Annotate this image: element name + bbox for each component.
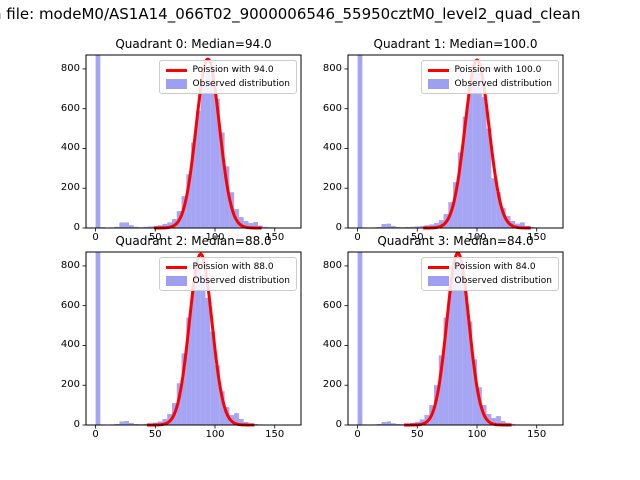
y-tick-label: 800	[60, 62, 80, 74]
legend-curve-row: Poission with 100.0	[427, 65, 552, 75]
plot-area-quadrant-0	[82, 54, 302, 232]
x-tick-label: 100	[205, 429, 225, 440]
legend-quadrant-0: Poission with 94.0 Observed distribution	[158, 60, 297, 94]
x-tick-label: 150	[265, 429, 285, 440]
legend-curve-line-icon	[165, 68, 187, 72]
legend-curve-label: Poission with 100.0	[454, 65, 542, 75]
legend-hist-label: Observed distribution	[192, 79, 290, 89]
legend-hist-label: Observed distribution	[454, 276, 552, 286]
legend-curve-line-icon	[427, 265, 449, 269]
y-tick-label: 0	[335, 222, 342, 233]
legend-hist-row: Observed distribution	[165, 276, 290, 286]
x-tick-label: 100	[467, 429, 487, 440]
legend-curve-row: Poission with 94.0	[165, 65, 290, 75]
legend-curve-line-icon	[427, 68, 449, 72]
x-tick-label: 50	[148, 232, 162, 243]
x-tick-label: 0	[92, 232, 99, 243]
y-tick-label: 400	[60, 142, 80, 154]
subplot-title-quadrant-1: Quadrant 1: Median=100.0	[373, 37, 538, 51]
legend-hist-patch-icon	[165, 79, 187, 89]
y-tick-label: 0	[335, 419, 342, 430]
legend-hist-patch-icon	[165, 276, 187, 286]
subplot-quadrant-2: Quadrant 2: Median=88.0 Poission with 88…	[61, 234, 302, 440]
y-tick-label: 400	[322, 142, 342, 154]
legend-curve-line-icon	[165, 265, 187, 269]
x-tick-label: 0	[354, 429, 361, 440]
plot-area-quadrant-1	[344, 54, 564, 232]
legend-hist-label: Observed distribution	[454, 79, 552, 89]
y-tick-label: 200	[60, 379, 80, 391]
x-tick-label: 50	[148, 429, 162, 440]
legend-hist-patch-icon	[427, 79, 449, 89]
subplot-quadrant-3: Quadrant 3: Median=84.0 Poission with 84…	[323, 234, 564, 440]
y-tick-label: 0	[73, 419, 80, 430]
legend-hist-label: Observed distribution	[192, 276, 290, 286]
y-tick-label: 600	[322, 299, 342, 311]
legend-hist-row: Observed distribution	[427, 79, 552, 89]
legend-curve-row: Poission with 88.0	[165, 262, 290, 272]
subplot-quadrant-1: Quadrant 1: Median=100.0 Poission with 1…	[323, 37, 564, 243]
y-tick-label: 800	[322, 62, 342, 74]
legend-quadrant-3: Poission with 84.0 Observed distribution	[420, 257, 559, 291]
y-tick-label: 0	[73, 222, 80, 233]
legend-curve-label: Poission with 94.0	[192, 65, 274, 75]
x-tick-label: 0	[92, 429, 99, 440]
y-tick-label: 800	[60, 259, 80, 271]
y-tick-label: 600	[60, 299, 80, 311]
legend-hist-patch-icon	[427, 276, 449, 286]
figure-title: n file: modeM0/AS1A14_066T02_9000006546_…	[0, 5, 581, 23]
y-tick-label: 200	[322, 379, 342, 391]
subplot-quadrant-0: Quadrant 0: Median=94.0 Poission with 94…	[61, 37, 302, 243]
plot-area-quadrant-3	[344, 251, 564, 429]
x-tick-label: 150	[527, 232, 547, 243]
subplot-title-quadrant-0: Quadrant 0: Median=94.0	[115, 37, 272, 51]
y-tick-label: 800	[322, 259, 342, 271]
x-tick-label: 50	[410, 429, 424, 440]
subplot-title-quadrant-2: Quadrant 2: Median=88.0	[115, 234, 272, 248]
subplot-title-quadrant-3: Quadrant 3: Median=84.0	[377, 234, 534, 248]
legend-hist-row: Observed distribution	[165, 79, 290, 89]
y-tick-label: 400	[60, 339, 80, 351]
legend-curve-label: Poission with 88.0	[192, 262, 274, 272]
x-tick-label: 0	[354, 232, 361, 243]
y-tick-label: 600	[322, 102, 342, 114]
legend-quadrant-1: Poission with 100.0 Observed distributio…	[420, 60, 559, 94]
x-tick-label: 100	[205, 232, 225, 243]
legend-quadrant-2: Poission with 88.0 Observed distribution	[158, 257, 297, 291]
x-tick-label: 50	[410, 232, 424, 243]
x-tick-label: 150	[265, 232, 285, 243]
legend-curve-row: Poission with 84.0	[427, 262, 552, 272]
y-tick-label: 400	[322, 339, 342, 351]
y-tick-label: 200	[60, 182, 80, 194]
x-tick-label: 150	[527, 429, 547, 440]
x-tick-label: 100	[467, 232, 487, 243]
plot-area-quadrant-2	[82, 251, 302, 429]
y-tick-label: 200	[322, 182, 342, 194]
y-tick-label: 600	[60, 102, 80, 114]
legend-curve-label: Poission with 84.0	[454, 262, 536, 272]
legend-hist-row: Observed distribution	[427, 276, 552, 286]
